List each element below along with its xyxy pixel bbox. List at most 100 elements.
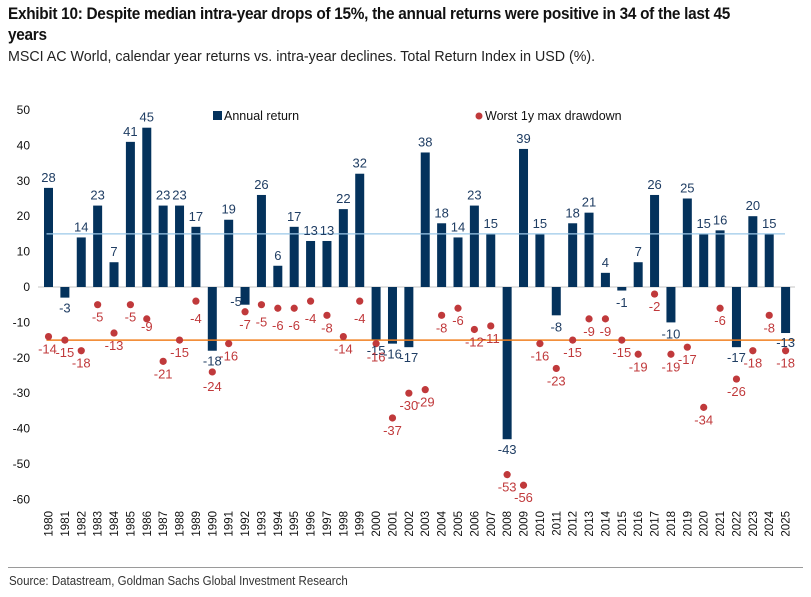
dot-2016 [634, 350, 642, 358]
bar-label-2025: -13 [776, 335, 795, 350]
x-tick-label: 2020 [699, 511, 711, 537]
bar-1989 [191, 226, 201, 287]
dot-label-1994: -6 [272, 318, 284, 333]
dot-2018 [667, 350, 675, 358]
bar-1983 [93, 205, 103, 287]
dot-1984 [110, 329, 118, 337]
dot-1998 [339, 332, 347, 341]
bar-1987 [158, 205, 168, 287]
x-tick-label: 2014 [600, 510, 612, 536]
dot-label-2008: -53 [498, 480, 517, 495]
dot-label-2020: -34 [694, 412, 713, 427]
dot-label-2009: -56 [514, 490, 533, 505]
x-tick-label: 1990 [207, 511, 219, 537]
bar-1984 [109, 262, 119, 287]
legend-item-drawdown[interactable]: Worst 1y max drawdown [475, 109, 622, 123]
x-tick-label: 2008 [502, 511, 514, 537]
dot-2025 [782, 347, 790, 355]
x-tick-label: 2012 [568, 511, 580, 537]
dot-1995 [290, 304, 298, 312]
bar-2015 [617, 287, 627, 291]
bar-label-2013: 21 [582, 195, 596, 210]
y-tick-label: 30 [17, 174, 31, 188]
bar-label-1994: 6 [274, 248, 281, 263]
x-tick-label: 2000 [371, 511, 383, 537]
dot-2024 [765, 311, 773, 319]
bar-label-1980: 28 [41, 170, 55, 185]
dot-label-2021: -6 [714, 313, 726, 328]
x-tick-label: 2023 [748, 511, 760, 537]
bar-2011 [551, 287, 561, 316]
reference-lines [46, 233, 795, 341]
bar-label-2012: 18 [565, 205, 579, 220]
dot-label-1983: -5 [92, 310, 104, 325]
bar-2013 [584, 212, 594, 287]
dot-label-2016: -19 [629, 359, 648, 374]
dot-2023 [749, 347, 757, 355]
y-tick-label: -20 [13, 351, 31, 365]
y-tick-label: -30 [13, 386, 31, 400]
bar-2000 [371, 287, 381, 341]
y-tick-label: 40 [17, 138, 31, 152]
dot-1989 [192, 297, 200, 305]
dot-2006 [470, 325, 478, 334]
x-tick-label: 1988 [175, 511, 187, 537]
dot-2012 [569, 336, 577, 344]
bar-1995 [289, 226, 299, 287]
bar-label-2020: 15 [696, 216, 710, 231]
y-tick-label: -40 [13, 422, 31, 436]
dot-1992 [241, 308, 249, 316]
dot-label-2018: -19 [662, 359, 681, 374]
bar-1981 [60, 287, 70, 298]
dot-label-1986: -9 [141, 319, 153, 334]
dot-label-2013: -9 [583, 324, 595, 339]
bar-label-1996: 13 [303, 223, 317, 238]
bar-label-1984: 7 [110, 244, 117, 259]
bar-label-2018: -10 [662, 326, 681, 341]
x-tick-label: 2018 [666, 511, 678, 537]
dot-label-1998: -14 [334, 342, 353, 357]
dot-label-2010: -16 [531, 349, 550, 364]
bar-label-1987: 23 [156, 188, 170, 203]
bar-label-1995: 17 [287, 209, 301, 224]
dot-label-1997: -8 [321, 320, 333, 335]
bar-1986 [142, 127, 152, 287]
bar-label-1989: 17 [189, 209, 203, 224]
legend: Annual return Worst 1y max drawdown [213, 109, 622, 123]
dot-label-2022: -26 [727, 384, 746, 399]
bar-2014 [600, 272, 610, 287]
legend-item-annual-return[interactable]: Annual return [213, 109, 299, 123]
x-tick-label: 1991 [224, 511, 236, 537]
dot-2003 [421, 386, 429, 394]
bar-label-2006: 23 [467, 188, 481, 203]
chart-title: Exhibit 10: Despite median intra-year dr… [8, 5, 730, 44]
bar-1982 [76, 237, 86, 287]
x-tick-label: 1994 [273, 510, 285, 536]
dot-label-1980: -14 [38, 342, 57, 357]
bar-1988 [175, 205, 185, 287]
x-tick-label: 1998 [338, 511, 350, 537]
legend-label-drawdown: Worst 1y max drawdown [485, 109, 622, 123]
dot-label-1996: -4 [305, 311, 317, 326]
x-tick-label: 1997 [322, 511, 334, 537]
dot-1993 [257, 301, 266, 309]
x-tick-label: 2011 [551, 511, 563, 536]
dot-label-1993: -5 [256, 315, 268, 330]
bar-label-2008: -43 [498, 442, 517, 457]
dot-2022 [732, 375, 741, 383]
bar-label-2007: 15 [484, 216, 498, 231]
dot-1996 [306, 297, 315, 305]
x-tick-label: 1983 [93, 511, 105, 537]
x-axis: 1980 1981 1982 1983 1984 1985 1986 1987 1988 1989… [44, 510, 793, 536]
bar-2019 [682, 198, 692, 287]
dot-label-1985: -5 [125, 310, 137, 325]
x-tick-label: 2001 [387, 511, 399, 537]
dot-label-1989: -4 [190, 311, 202, 326]
x-tick-label: 2007 [486, 511, 498, 537]
dot-label-2015: -15 [612, 345, 631, 360]
x-tick-label: 2009 [519, 511, 531, 537]
dot-label-2024: -8 [763, 320, 775, 335]
bar-2006 [469, 205, 479, 287]
bar-label-2009: 39 [516, 131, 530, 146]
dot-label-2007: -11 [482, 331, 500, 346]
